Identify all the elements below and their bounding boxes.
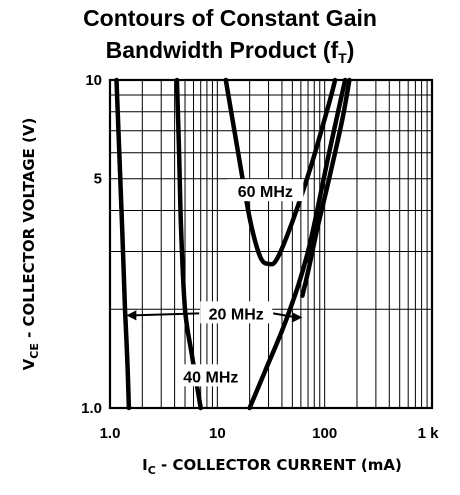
chart-title-line2: Bandwidth Product (fT) — [0, 36, 460, 72]
chart-title-subscript: T — [338, 50, 347, 66]
tick-labels: 1.0 10 100 1 k 1.0 5 10 — [81, 72, 439, 442]
label-60-mhz: 60 MHz — [238, 184, 293, 201]
x-tick-label: 1.0 — [100, 425, 121, 442]
label-bg — [200, 301, 273, 324]
arrow-line-left — [132, 312, 200, 317]
arrowhead-left — [126, 310, 137, 321]
curve-40-mhz — [247, 77, 348, 411]
curve-40-mhz — [174, 77, 203, 411]
curve-60-mhz — [223, 77, 338, 267]
y-tick-label: 5 — [94, 171, 102, 188]
x-axis-label: IC - COLLECTOR CURRENT (mA) — [142, 456, 402, 477]
label-40-mhz: 40 MHz — [183, 369, 238, 386]
y-tick-label: 10 — [85, 72, 102, 89]
label-bg — [176, 364, 245, 387]
curves — [114, 77, 352, 411]
y-tick-label: 1.0 — [81, 400, 102, 417]
arrowhead-right — [292, 312, 303, 323]
x-tick-label: 1 k — [418, 425, 440, 442]
chart-title-end: ) — [346, 37, 355, 63]
y-axis-label: VCE - COLLECTOR VOLTAGE (V) — [20, 118, 41, 371]
label-bg — [227, 179, 304, 202]
plot-frame — [108, 78, 434, 410]
chart-title-main: Bandwidth Product (f — [105, 37, 339, 63]
label-20-mhz: 20 MHz — [209, 306, 264, 323]
curve-20-mhz — [300, 77, 352, 298]
x-tick-label: 100 — [312, 425, 337, 442]
x-tick-label: 10 — [209, 425, 226, 442]
chart-title-line1: Contours of Constant Gain — [83, 5, 377, 31]
curve-20-mhz — [114, 77, 132, 411]
curve-labels: 60 MHz 40 MHz 20 MHz — [126, 179, 304, 387]
